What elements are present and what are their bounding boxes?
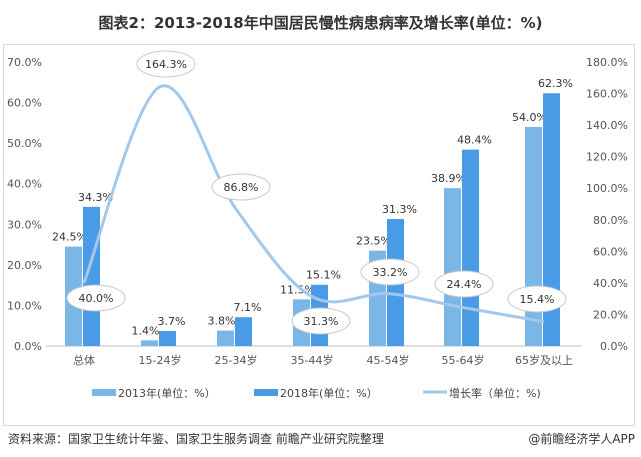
bar-2018 [159, 330, 176, 346]
growth-data-label: 15.4% [520, 293, 555, 306]
bar-data-label: 3.7% [158, 315, 186, 328]
growth-data-label: 24.4% [447, 278, 482, 291]
bar-2018 [543, 93, 560, 347]
growth-data-label: 86.8% [224, 181, 259, 194]
bar-2018 [462, 149, 479, 346]
bar-data-label: 3.8% [208, 315, 236, 328]
bar-2018 [235, 317, 252, 346]
y-left-tick: 0.0% [14, 340, 42, 353]
y-right-tick: 0.0% [600, 340, 628, 353]
bar-data-label: 54.0% [512, 111, 547, 124]
bar-2013 [217, 330, 234, 346]
bar-data-label: 1.4% [132, 324, 160, 337]
x-tick-label: 总体 [73, 353, 95, 367]
source-note: 资料来源：国家卫生统计年鉴、国家卫生服务调查 前瞻产业研究院整理 [8, 432, 384, 446]
bar-2013 [141, 340, 158, 346]
chart-frame [3, 44, 635, 426]
y-left-tick: 10.0% [7, 299, 42, 312]
growth-rate-line [82, 84, 545, 324]
y-right-tick: 120.0% [586, 151, 628, 164]
y-left-tick: 20.0% [7, 259, 42, 272]
x-tick-label: 35-44岁 [291, 353, 334, 367]
bar-data-label: 15.1% [306, 269, 341, 282]
y-right-tick: 40.0% [593, 277, 628, 290]
legend-label: 2013年(单位：%） [118, 386, 216, 400]
bar-data-label: 62.3% [538, 77, 573, 90]
bar-data-label: 7.1% [234, 301, 262, 314]
x-tick-label: 25-34岁 [215, 353, 258, 367]
bar-data-label: 34.3% [78, 191, 113, 204]
legend-label: 2018年(单位：%） [280, 386, 378, 400]
y-left-tick: 50.0% [7, 137, 42, 150]
bar-2013 [525, 126, 542, 347]
growth-label-bubble [66, 284, 126, 312]
growth-label-bubble [360, 258, 420, 286]
y-left-tick: 60.0% [7, 97, 42, 110]
chart-title: 图表2：2013-2018年中国居民慢性病患病率及增长率(单位：%) [98, 14, 543, 32]
x-tick-label: 55-64岁 [442, 353, 485, 367]
x-tick-label: 15-24岁 [139, 353, 182, 367]
brand-note: @前瞻经济学人APP [528, 432, 635, 446]
x-tick-label: 65岁及以上 [515, 353, 573, 367]
y-left-tick: 40.0% [7, 178, 42, 191]
growth-label-bubble [211, 173, 271, 201]
legend-label: 增长率（单位：%) [449, 386, 541, 400]
y-right-tick: 100.0% [586, 182, 628, 195]
legend-swatch [254, 389, 278, 396]
y-right-tick: 80.0% [593, 214, 628, 227]
growth-label-bubble [507, 285, 567, 313]
y-right-tick: 140.0% [586, 119, 628, 132]
bar-data-label: 48.4% [457, 134, 492, 147]
growth-label-bubble [136, 50, 196, 78]
legend-swatch [92, 389, 116, 396]
growth-data-label: 31.3% [304, 315, 339, 328]
growth-data-label: 164.3% [145, 58, 187, 71]
y-left-tick: 70.0% [7, 56, 42, 69]
growth-data-label: 40.0% [79, 292, 114, 305]
x-tick-label: 45-54岁 [367, 353, 410, 367]
growth-data-label: 33.2% [373, 266, 408, 279]
y-right-tick: 160.0% [586, 88, 628, 101]
growth-label-bubble [291, 307, 351, 335]
bar-2013 [444, 188, 461, 346]
bar-data-label: 38.9% [431, 172, 466, 185]
y-right-tick: 180.0% [586, 56, 628, 69]
y-right-tick: 60.0% [593, 245, 628, 258]
bar-data-label: 23.5% [356, 235, 391, 248]
bar-data-label: 24.5% [52, 231, 87, 244]
y-left-tick: 30.0% [7, 218, 42, 231]
bar-data-label: 31.3% [382, 203, 417, 216]
y-right-tick: 20.0% [593, 308, 628, 321]
growth-label-bubble [434, 270, 494, 298]
